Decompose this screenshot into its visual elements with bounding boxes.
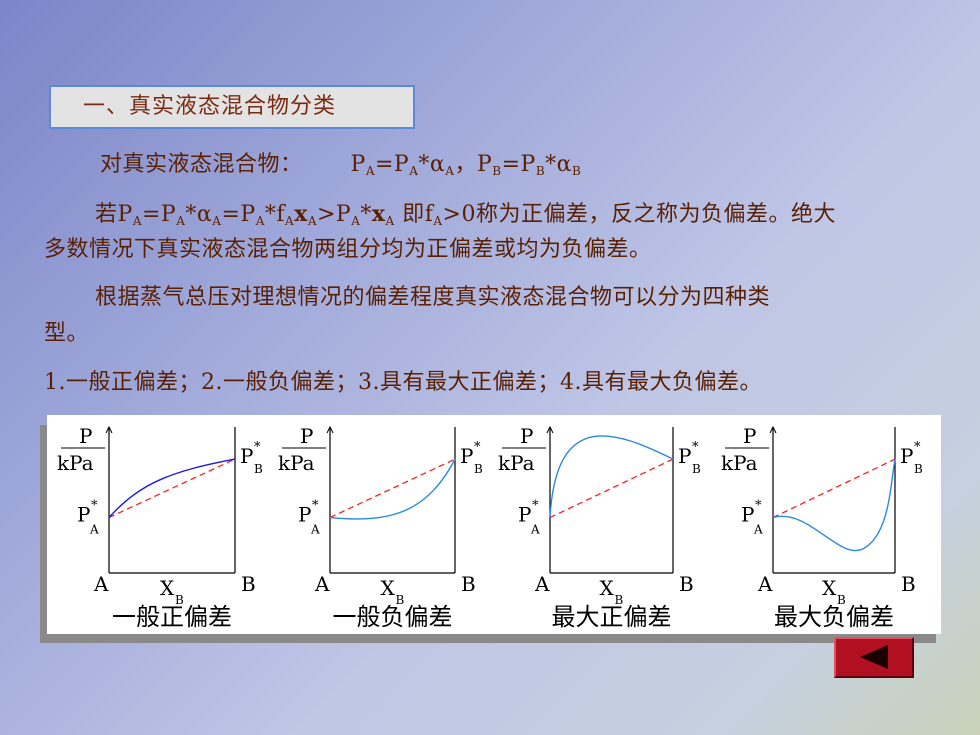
pb-label: P bbox=[678, 444, 691, 468]
x-end-a: A bbox=[93, 572, 109, 596]
ideal-line bbox=[329, 458, 456, 519]
types-list: 1.一般正偏差；2.一般负偏差；3.具有最大正偏差；4.具有最大负偏差。 bbox=[44, 370, 762, 395]
pa-star: * bbox=[532, 499, 539, 514]
x-end-a: A bbox=[314, 572, 330, 596]
x-end-b: B bbox=[241, 572, 256, 596]
pb-star: * bbox=[474, 440, 481, 455]
unit-label-p: P bbox=[743, 424, 756, 448]
pa-subscript: A bbox=[753, 523, 763, 537]
real-pressure-curve bbox=[549, 435, 674, 518]
unit-label-kpa: kPa bbox=[57, 451, 94, 475]
pb-label: P bbox=[460, 444, 473, 468]
pa-label: P bbox=[298, 503, 311, 527]
real-pressure-curve bbox=[329, 458, 456, 520]
pa-subscript: A bbox=[310, 523, 320, 537]
x-end-a: A bbox=[757, 572, 773, 596]
pb-label: P bbox=[900, 444, 913, 468]
definition-line: 对真实液态混合物： PA=PA*αA，PB=PB*αB bbox=[100, 146, 581, 178]
x-end-b: B bbox=[461, 572, 476, 596]
ideal-line bbox=[549, 458, 674, 519]
pb-star: * bbox=[254, 440, 261, 455]
unit-label-p: P bbox=[300, 424, 313, 448]
axis-arrow bbox=[769, 425, 777, 434]
panel-caption: 最大正偏差 bbox=[552, 603, 672, 631]
x-axis-label: X bbox=[160, 576, 175, 600]
unit-label-kpa: kPa bbox=[278, 451, 315, 475]
pb-subscript: B bbox=[254, 462, 263, 476]
deviation-definition-line: 若PA=PA*αA=PA*fAxA>PA*xA 即fA>0称为正偏差，反之称为负… bbox=[95, 201, 836, 228]
unit-label-kpa: kPa bbox=[721, 451, 758, 475]
condition-text: 即f bbox=[402, 202, 434, 227]
x-axis-label: X bbox=[600, 576, 615, 600]
x-axis-subscript: B bbox=[175, 593, 184, 607]
pa-label: P bbox=[518, 503, 531, 527]
classification-line-1: 根据蒸气总压对理想情况的偏差程度真实液态混合物可以分为四种类 bbox=[95, 285, 771, 310]
x-axis-subscript: B bbox=[837, 593, 846, 607]
pa-label: P bbox=[741, 503, 754, 527]
x-axis-subscript: B bbox=[615, 593, 624, 607]
pa-label: P bbox=[77, 503, 90, 527]
pb-subscript: B bbox=[474, 462, 483, 476]
panel-caption: 一般正偏差 bbox=[112, 603, 232, 631]
pb-subscript: B bbox=[914, 462, 923, 476]
back-button[interactable] bbox=[834, 637, 914, 678]
heading-text: 一、真实液态混合物分类 bbox=[83, 94, 337, 119]
ideal-line bbox=[108, 458, 236, 519]
panel-caption: 最大负偏差 bbox=[774, 603, 894, 631]
pb-star: * bbox=[914, 440, 921, 455]
real-pressure-curve bbox=[108, 458, 236, 518]
pb-star: * bbox=[692, 440, 699, 455]
unit-label-p: P bbox=[520, 424, 533, 448]
x-axis-subscript: B bbox=[396, 593, 405, 607]
axis-arrow bbox=[326, 425, 334, 434]
unit-label-p: P bbox=[79, 424, 92, 448]
real-pressure-curve bbox=[772, 459, 896, 552]
pa-subscript: A bbox=[89, 523, 99, 537]
unit-label-kpa: kPa bbox=[498, 451, 535, 475]
x-end-b: B bbox=[901, 572, 916, 596]
x-end-b: B bbox=[679, 572, 694, 596]
deviation-formula: PA=PA*αA=PA*fAxA>PA*xA bbox=[117, 201, 395, 228]
if-word: 若 bbox=[95, 202, 118, 227]
deviation-note-line: 多数情况下真实液态混合物两组分均为正偏差或均为负偏差。 bbox=[44, 237, 652, 262]
ideal-line bbox=[772, 458, 896, 519]
axis-arrow bbox=[105, 425, 113, 434]
classification-line-2: 型。 bbox=[44, 321, 90, 346]
section-heading: 一、真实液态混合物分类 bbox=[49, 85, 415, 129]
pa-star: * bbox=[91, 499, 98, 514]
pb-label: P bbox=[240, 444, 253, 468]
x-end-a: A bbox=[534, 572, 550, 596]
panel-caption: 一般负偏差 bbox=[333, 603, 453, 631]
deviation-text: >0称为正偏差，反之称为负偏差。绝大 bbox=[442, 202, 836, 227]
triangle-left-icon bbox=[860, 645, 888, 669]
pb-subscript: B bbox=[692, 462, 701, 476]
definition-label: 对真实液态混合物： bbox=[100, 152, 303, 177]
x-axis-label: X bbox=[822, 576, 837, 600]
pa-star: * bbox=[312, 499, 319, 514]
activity-formula: PA=PA*αA，PB=PB*αB bbox=[350, 152, 582, 178]
pa-subscript: A bbox=[530, 523, 540, 537]
pa-star: * bbox=[755, 499, 762, 514]
x-axis-label: X bbox=[381, 576, 396, 600]
axis-arrow bbox=[546, 425, 554, 434]
